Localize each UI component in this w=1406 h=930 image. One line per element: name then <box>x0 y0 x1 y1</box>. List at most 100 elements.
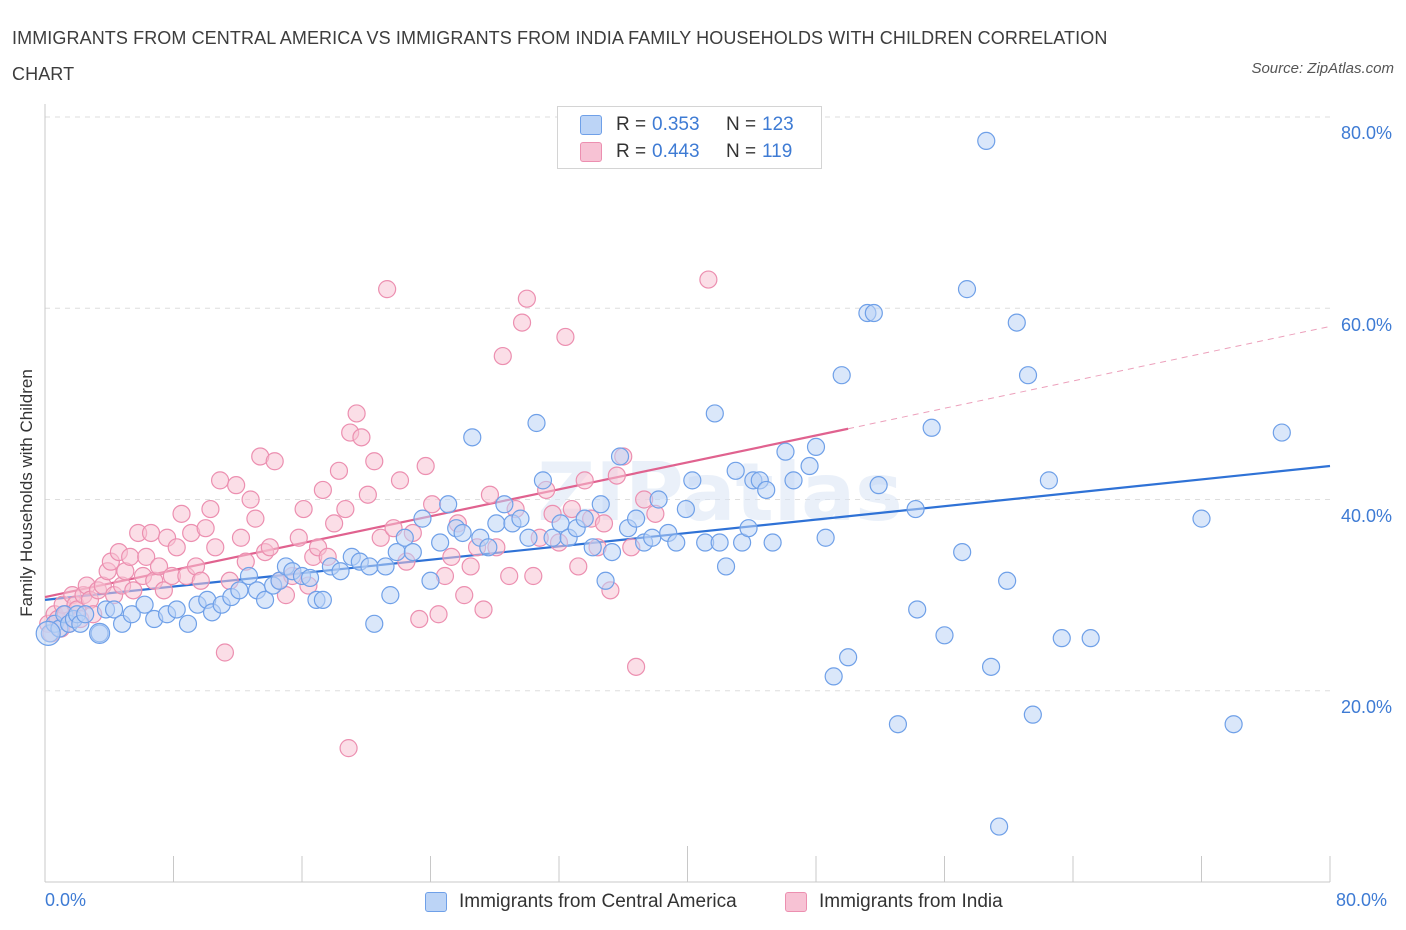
data-point <box>480 485 500 504</box>
data-point <box>461 557 480 576</box>
data-point <box>739 519 758 538</box>
data-point <box>1007 313 1026 332</box>
data-point <box>423 495 442 514</box>
data-point <box>495 495 514 514</box>
gridlines <box>45 116 1330 692</box>
data-point <box>527 413 546 433</box>
data-point <box>806 437 826 457</box>
data-point <box>255 590 275 610</box>
data-point <box>705 404 724 423</box>
data-point <box>575 509 594 528</box>
data-point <box>463 428 482 447</box>
data-point <box>122 605 141 624</box>
data-point <box>1039 471 1059 490</box>
data-point <box>569 557 588 576</box>
data-point <box>121 547 140 566</box>
data-point <box>977 131 996 151</box>
data-point <box>313 590 332 610</box>
data-point <box>141 523 161 543</box>
data-point <box>403 542 422 562</box>
data-point <box>336 499 355 519</box>
r-value: 0.443 <box>652 141 700 162</box>
n-label: N = <box>726 114 757 135</box>
data-point <box>556 327 575 347</box>
data-point <box>649 490 668 509</box>
data-point <box>104 600 124 619</box>
stats-row-india: R = 0.443 N = 119 <box>580 139 792 165</box>
data-point <box>442 547 461 566</box>
data-point <box>957 280 977 299</box>
data-point <box>583 538 602 557</box>
data-point <box>201 499 220 519</box>
data-point <box>149 557 169 576</box>
data-point <box>716 557 736 576</box>
data-point <box>591 495 610 514</box>
data-point <box>376 557 395 576</box>
data-point-cluster <box>89 622 111 644</box>
data-point <box>241 490 260 509</box>
data-point <box>421 571 440 590</box>
data-point <box>124 581 143 600</box>
data-point <box>524 566 543 586</box>
data-point <box>710 533 729 552</box>
data-point <box>1272 423 1291 442</box>
data-point <box>172 504 191 523</box>
data-point <box>239 566 259 586</box>
data-point <box>167 538 186 557</box>
y-tick-label-20: 20.0% <box>1340 697 1392 717</box>
data-point <box>1023 705 1042 724</box>
chart-title: IMMIGRANTS FROM CENTRAL AMERICA VS IMMIG… <box>12 28 1108 84</box>
data-point <box>824 667 843 686</box>
data-point <box>289 528 308 547</box>
data-point <box>832 366 851 385</box>
data-point <box>260 538 279 557</box>
data-point <box>206 538 225 557</box>
data-point <box>763 533 782 552</box>
data-point <box>347 404 366 423</box>
source-label: Source: ZipAtlas.com <box>1251 60 1394 77</box>
data-point <box>1192 509 1211 528</box>
data-point <box>76 605 95 624</box>
data-point <box>300 568 320 588</box>
data-point <box>776 442 795 461</box>
data-point <box>178 614 198 633</box>
data-point <box>196 519 215 538</box>
y-tick-label-80: 80.0% <box>1340 123 1392 143</box>
data-point <box>500 566 519 586</box>
data-point <box>339 739 358 758</box>
data-point-cluster <box>35 620 61 646</box>
data-point <box>1224 715 1243 734</box>
data-point <box>191 571 210 590</box>
data-point <box>953 542 972 562</box>
y-tick-label-60: 60.0% <box>1340 315 1392 335</box>
data-point <box>479 538 498 557</box>
data-point <box>888 715 908 734</box>
data-point <box>757 480 776 500</box>
data-point <box>246 509 265 528</box>
data-point <box>378 280 397 299</box>
bottom-legend-swatch-central-america <box>425 892 447 912</box>
n-value: 123 <box>762 114 794 135</box>
n-value: 119 <box>762 141 793 162</box>
y-tick-label-40: 40.0% <box>1340 506 1392 526</box>
data-point <box>610 447 630 466</box>
data-point <box>607 466 626 485</box>
legend-swatch-india <box>580 142 602 162</box>
data-point <box>390 471 410 490</box>
data-point <box>487 514 506 533</box>
r-label: R = <box>616 114 647 135</box>
data-point <box>154 581 173 600</box>
data-point <box>410 609 429 629</box>
data-point <box>816 528 835 547</box>
data-point <box>215 643 234 662</box>
data-point <box>453 523 472 543</box>
data-point <box>416 456 435 476</box>
data-point <box>519 528 538 547</box>
data-point <box>265 452 284 471</box>
data-point <box>998 571 1017 590</box>
data-point <box>313 480 332 500</box>
bottom-legend-swatch-india <box>785 892 807 912</box>
data-point <box>210 471 230 490</box>
data-point <box>294 499 313 519</box>
data-point <box>784 471 803 490</box>
